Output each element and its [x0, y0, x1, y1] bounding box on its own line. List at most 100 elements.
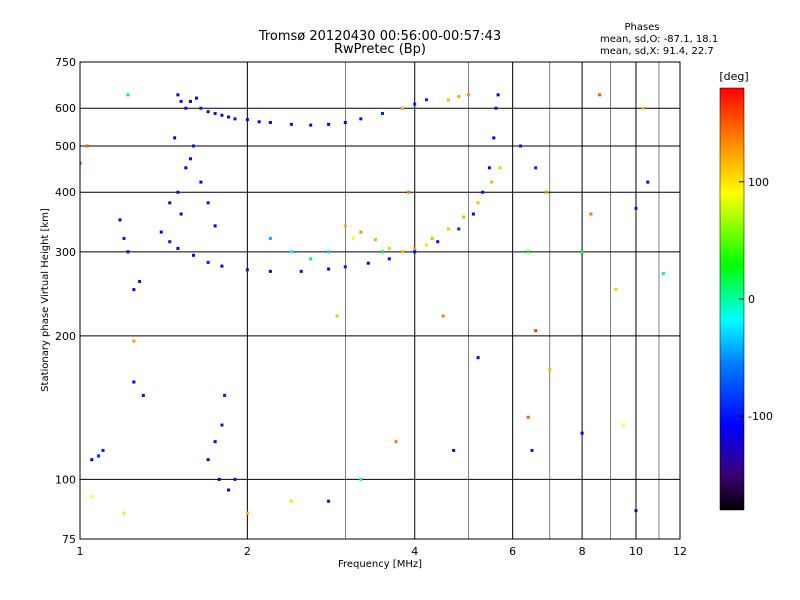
data-point — [97, 454, 101, 458]
data-point — [425, 98, 429, 102]
data-point — [90, 458, 94, 462]
data-point — [467, 93, 471, 97]
data-point — [530, 448, 534, 452]
data-point — [519, 144, 523, 148]
x-axis-ticks: 1 2 4 6 8 10 12 — [77, 545, 688, 558]
data-point — [589, 212, 593, 216]
data-point — [327, 122, 331, 126]
data-point — [494, 106, 498, 110]
y-tick-label: 600 — [55, 102, 76, 115]
data-point — [471, 212, 475, 216]
data-point — [351, 236, 355, 240]
y-axis-label: Stationary phase Virtual Height [km] — [40, 208, 51, 392]
data-point — [268, 269, 272, 273]
x-tick-label: 4 — [411, 545, 418, 558]
data-point — [227, 115, 231, 119]
data-point — [359, 230, 363, 234]
data-point — [544, 190, 548, 194]
data-point — [268, 236, 272, 240]
data-point — [132, 288, 136, 292]
data-point — [159, 230, 163, 234]
data-point — [233, 117, 237, 121]
data-point — [199, 180, 203, 184]
colorbar-tick-label: 0 — [748, 293, 755, 306]
y-tick-label: 500 — [55, 140, 76, 153]
data-point — [245, 268, 249, 272]
data-point — [184, 166, 188, 170]
data-point — [492, 136, 496, 140]
x-tick-label: 10 — [629, 545, 643, 558]
data-point — [598, 93, 602, 97]
data-point — [359, 477, 363, 481]
data-point — [268, 121, 272, 125]
data-point — [622, 423, 626, 427]
y-tick-label: 300 — [55, 246, 76, 259]
data-point — [380, 250, 384, 254]
data-point — [217, 477, 221, 481]
data-point — [309, 123, 313, 127]
data-point — [400, 250, 404, 254]
chart-title: Tromsø 20120430 00:56:00-00:57:43 — [258, 29, 501, 44]
y-tick-label: 750 — [55, 56, 76, 69]
data-point — [188, 157, 192, 161]
data-point — [179, 99, 183, 103]
data-point — [194, 96, 198, 100]
colorbar-tick-label: 100 — [748, 176, 769, 189]
data-point — [481, 190, 485, 194]
data-point — [580, 250, 584, 254]
data-point — [227, 488, 231, 492]
data-point — [413, 102, 417, 106]
y-tick-label: 100 — [55, 473, 76, 486]
data-point — [534, 166, 538, 170]
data-point — [646, 180, 650, 184]
data-point — [176, 93, 180, 97]
data-point — [373, 238, 377, 242]
data-point — [634, 206, 638, 210]
x-axis-label: Frequency [MHz] — [338, 559, 422, 570]
data-point — [206, 201, 210, 205]
data-point — [188, 99, 192, 103]
data-point — [126, 93, 130, 97]
phase-stats-header: Phases — [624, 22, 659, 33]
colorbar-ticks: 100 0 -100 — [739, 176, 773, 423]
data-point — [359, 117, 363, 121]
data-point — [176, 246, 180, 250]
data-point — [309, 257, 313, 261]
data-point — [366, 261, 370, 265]
data-point — [498, 166, 502, 170]
data-point — [343, 121, 347, 125]
data-point — [534, 329, 538, 333]
y-tick-label: 400 — [55, 186, 76, 199]
data-point — [220, 264, 224, 268]
data-point — [394, 440, 398, 444]
data-point — [191, 253, 195, 257]
data-point — [526, 415, 530, 419]
data-point — [614, 288, 618, 292]
data-point — [430, 236, 434, 240]
data-point — [580, 431, 584, 435]
data-point — [220, 423, 224, 427]
data-point — [425, 243, 429, 247]
data-point — [199, 106, 203, 110]
data-point — [490, 180, 494, 184]
data-point — [387, 246, 391, 250]
data-point — [179, 212, 183, 216]
y-tick-label: 75 — [62, 533, 76, 546]
data-point — [641, 106, 645, 110]
data-point — [245, 118, 249, 122]
data-point — [476, 201, 480, 205]
data-point — [206, 110, 210, 114]
data-point — [213, 224, 217, 228]
data-point — [446, 98, 450, 102]
data-point — [299, 269, 303, 273]
data-point — [122, 511, 126, 515]
x-tick-label: 2 — [244, 545, 251, 558]
colorbar-tick-label: -100 — [748, 410, 773, 423]
data-point — [257, 120, 261, 124]
data-point — [141, 393, 145, 397]
data-point — [80, 161, 82, 165]
data-point — [548, 367, 552, 371]
data-point — [223, 393, 227, 397]
data-point — [122, 236, 126, 240]
